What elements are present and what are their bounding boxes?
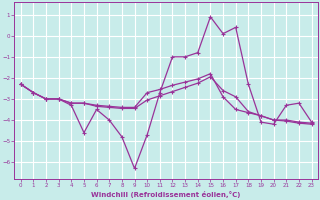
X-axis label: Windchill (Refroidissement éolien,°C): Windchill (Refroidissement éolien,°C) bbox=[92, 191, 241, 198]
